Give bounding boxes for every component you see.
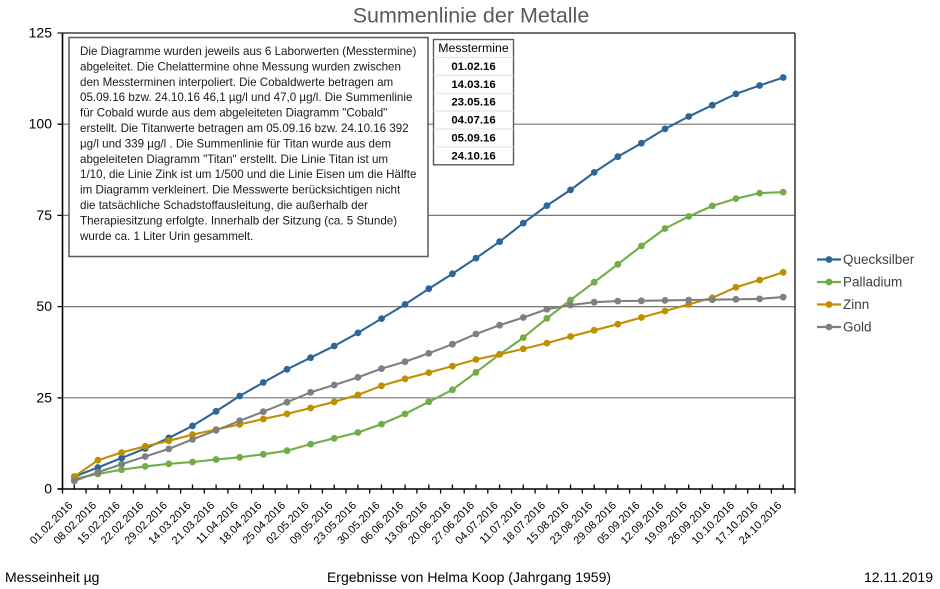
svg-text:25: 25 bbox=[36, 389, 52, 405]
svg-text:erstellt. Die Titanwerte betr: erstellt. Die Titanwerte betragen am 05.… bbox=[80, 122, 409, 135]
svg-text:05.09.16: 05.09.16 bbox=[451, 133, 495, 145]
svg-text:Zinn: Zinn bbox=[843, 297, 869, 312]
svg-text:den Messterminen interpoliert.: den Messterminen interpoliert. Die Cobal… bbox=[80, 76, 393, 89]
svg-text:Therapiesitzung erfolgte. Inne: Therapiesitzung erfolgte. Innerhalb der … bbox=[80, 214, 397, 227]
svg-text:05.09.16 bzw. 24.10.16 46,1 µ: 05.09.16 bzw. 24.10.16 46,1 µg/l und 47,… bbox=[80, 91, 412, 104]
svg-text:Messtermine: Messtermine bbox=[438, 41, 509, 55]
svg-text:abgeleiteten Diagramm "Titan": abgeleiteten Diagramm "Titan" erstellt. … bbox=[80, 153, 388, 166]
svg-text:125: 125 bbox=[29, 25, 53, 41]
svg-text:für Cobald wurde aus dem abge: für Cobald wurde aus dem abgeleiteten Di… bbox=[80, 107, 387, 120]
svg-text:Palladium: Palladium bbox=[843, 275, 902, 290]
svg-text:im Diagramm verkleinert. Die: im Diagramm verkleinert. Die Messwerte b… bbox=[80, 184, 401, 197]
svg-text:Ergebnisse von Helma Koop (Jah: Ergebnisse von Helma Koop (Jahrgang 1959… bbox=[327, 569, 611, 585]
svg-text:abgeleitet. Die Chelattermine: abgeleitet. Die Chelattermine ohne Messu… bbox=[80, 60, 401, 73]
svg-text:die tatsächliche Schadstoffau: die tatsächliche Schadstoffausleitung, d… bbox=[80, 199, 368, 212]
svg-text:Quecksilber: Quecksilber bbox=[843, 252, 915, 267]
svg-text:14.03.16: 14.03.16 bbox=[451, 79, 495, 91]
svg-text:1/10, die Linie Zink ist um 1/: 1/10, die Linie Zink ist um 1/500 und di… bbox=[80, 168, 416, 181]
svg-text:01.02.16: 01.02.16 bbox=[451, 61, 495, 73]
svg-text:12.11.2019: 12.11.2019 bbox=[864, 569, 933, 585]
svg-text:24.10.16: 24.10.16 bbox=[451, 150, 495, 162]
svg-text:Die Diagramme wurden jeweils a: Die Diagramme wurden jeweils aus 6 Labor… bbox=[80, 45, 416, 58]
svg-text:04.07.16: 04.07.16 bbox=[451, 115, 495, 127]
svg-text:wurde ca. 1 Liter Urin gesamme: wurde ca. 1 Liter Urin gesammelt. bbox=[79, 230, 253, 243]
svg-text:100: 100 bbox=[29, 116, 53, 132]
svg-text:Messeinheit µg: Messeinheit µg bbox=[5, 569, 99, 585]
svg-text:Summenlinie der Metalle: Summenlinie der Metalle bbox=[353, 4, 590, 28]
svg-text:0: 0 bbox=[44, 481, 52, 497]
svg-text:75: 75 bbox=[36, 207, 52, 223]
svg-text:Gold: Gold bbox=[843, 320, 872, 335]
svg-text:µg/l und 339 µg/l . Die Summen: µg/l und 339 µg/l . Die Summenlinie für … bbox=[80, 137, 391, 150]
svg-text:50: 50 bbox=[36, 298, 52, 314]
svg-text:23.05.16: 23.05.16 bbox=[451, 97, 495, 109]
